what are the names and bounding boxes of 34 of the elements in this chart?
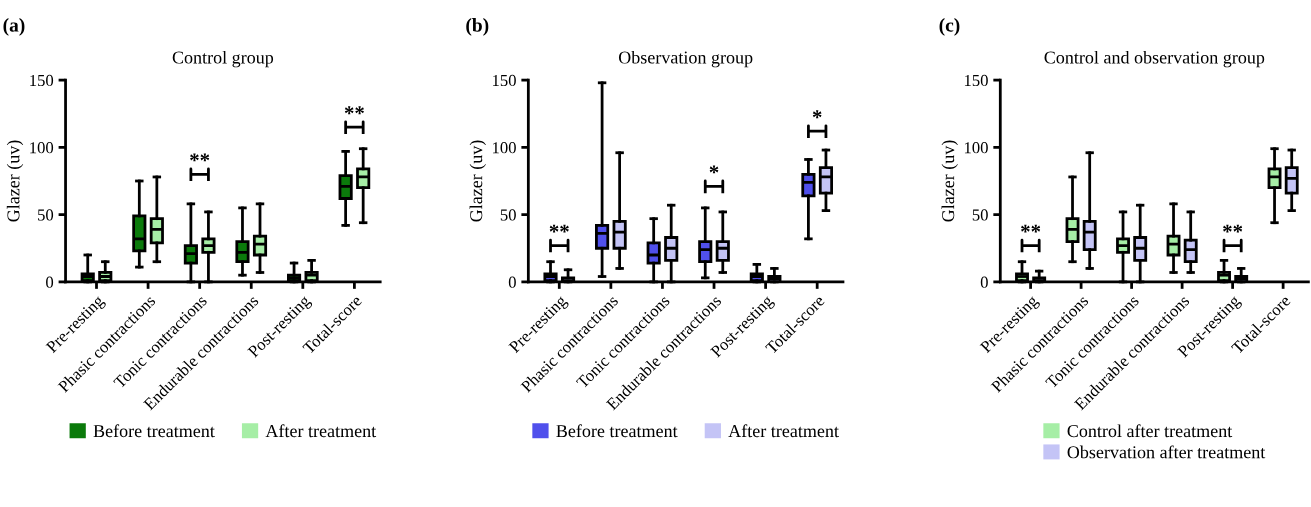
annotation: * [812, 110, 822, 119]
y-tick-label: 0 [980, 276, 988, 288]
y-axis-title: Glazer (uv) [469, 140, 486, 222]
annotation: ** [1021, 224, 1041, 233]
chart-title: Control and observation group [1044, 50, 1265, 68]
legend-label: Observation after treatment [1067, 445, 1266, 459]
annotation: ** [344, 106, 364, 115]
text: (a) [3, 18, 25, 36]
legend-label: Before treatment [93, 424, 215, 438]
y-tick-label: 100 [492, 142, 516, 154]
legend-label: After treatment [265, 424, 377, 438]
y-tick-label: 50 [500, 209, 516, 221]
legend-label: Before treatment [556, 424, 678, 438]
y-axis-title: Glazer (uv) [941, 140, 958, 222]
chart-title: Control group [172, 50, 274, 68]
y-tick-label: 150 [492, 74, 516, 87]
y-axis-title: Glazer (uv) [6, 140, 24, 222]
annotation: ** [1223, 224, 1243, 233]
annotation: * [709, 165, 719, 174]
legend-label: After treatment [728, 424, 839, 438]
y-tick-label: 50 [38, 209, 54, 221]
legend-label: Control after treatment [1067, 424, 1233, 438]
annotation: ** [549, 224, 569, 233]
y-tick-label: 100 [964, 142, 988, 154]
y-tick-label: 100 [30, 142, 54, 154]
annotation: ** [190, 153, 210, 162]
y-tick-label: 150 [30, 74, 54, 87]
text: (c) [939, 18, 960, 36]
text: (b) [466, 18, 489, 36]
y-tick-label: 50 [972, 209, 988, 221]
y-tick-label: 150 [964, 74, 988, 87]
y-tick-label: 0 [46, 276, 54, 288]
y-tick-label: 0 [508, 276, 516, 288]
chart-title: Observation group [618, 50, 753, 68]
